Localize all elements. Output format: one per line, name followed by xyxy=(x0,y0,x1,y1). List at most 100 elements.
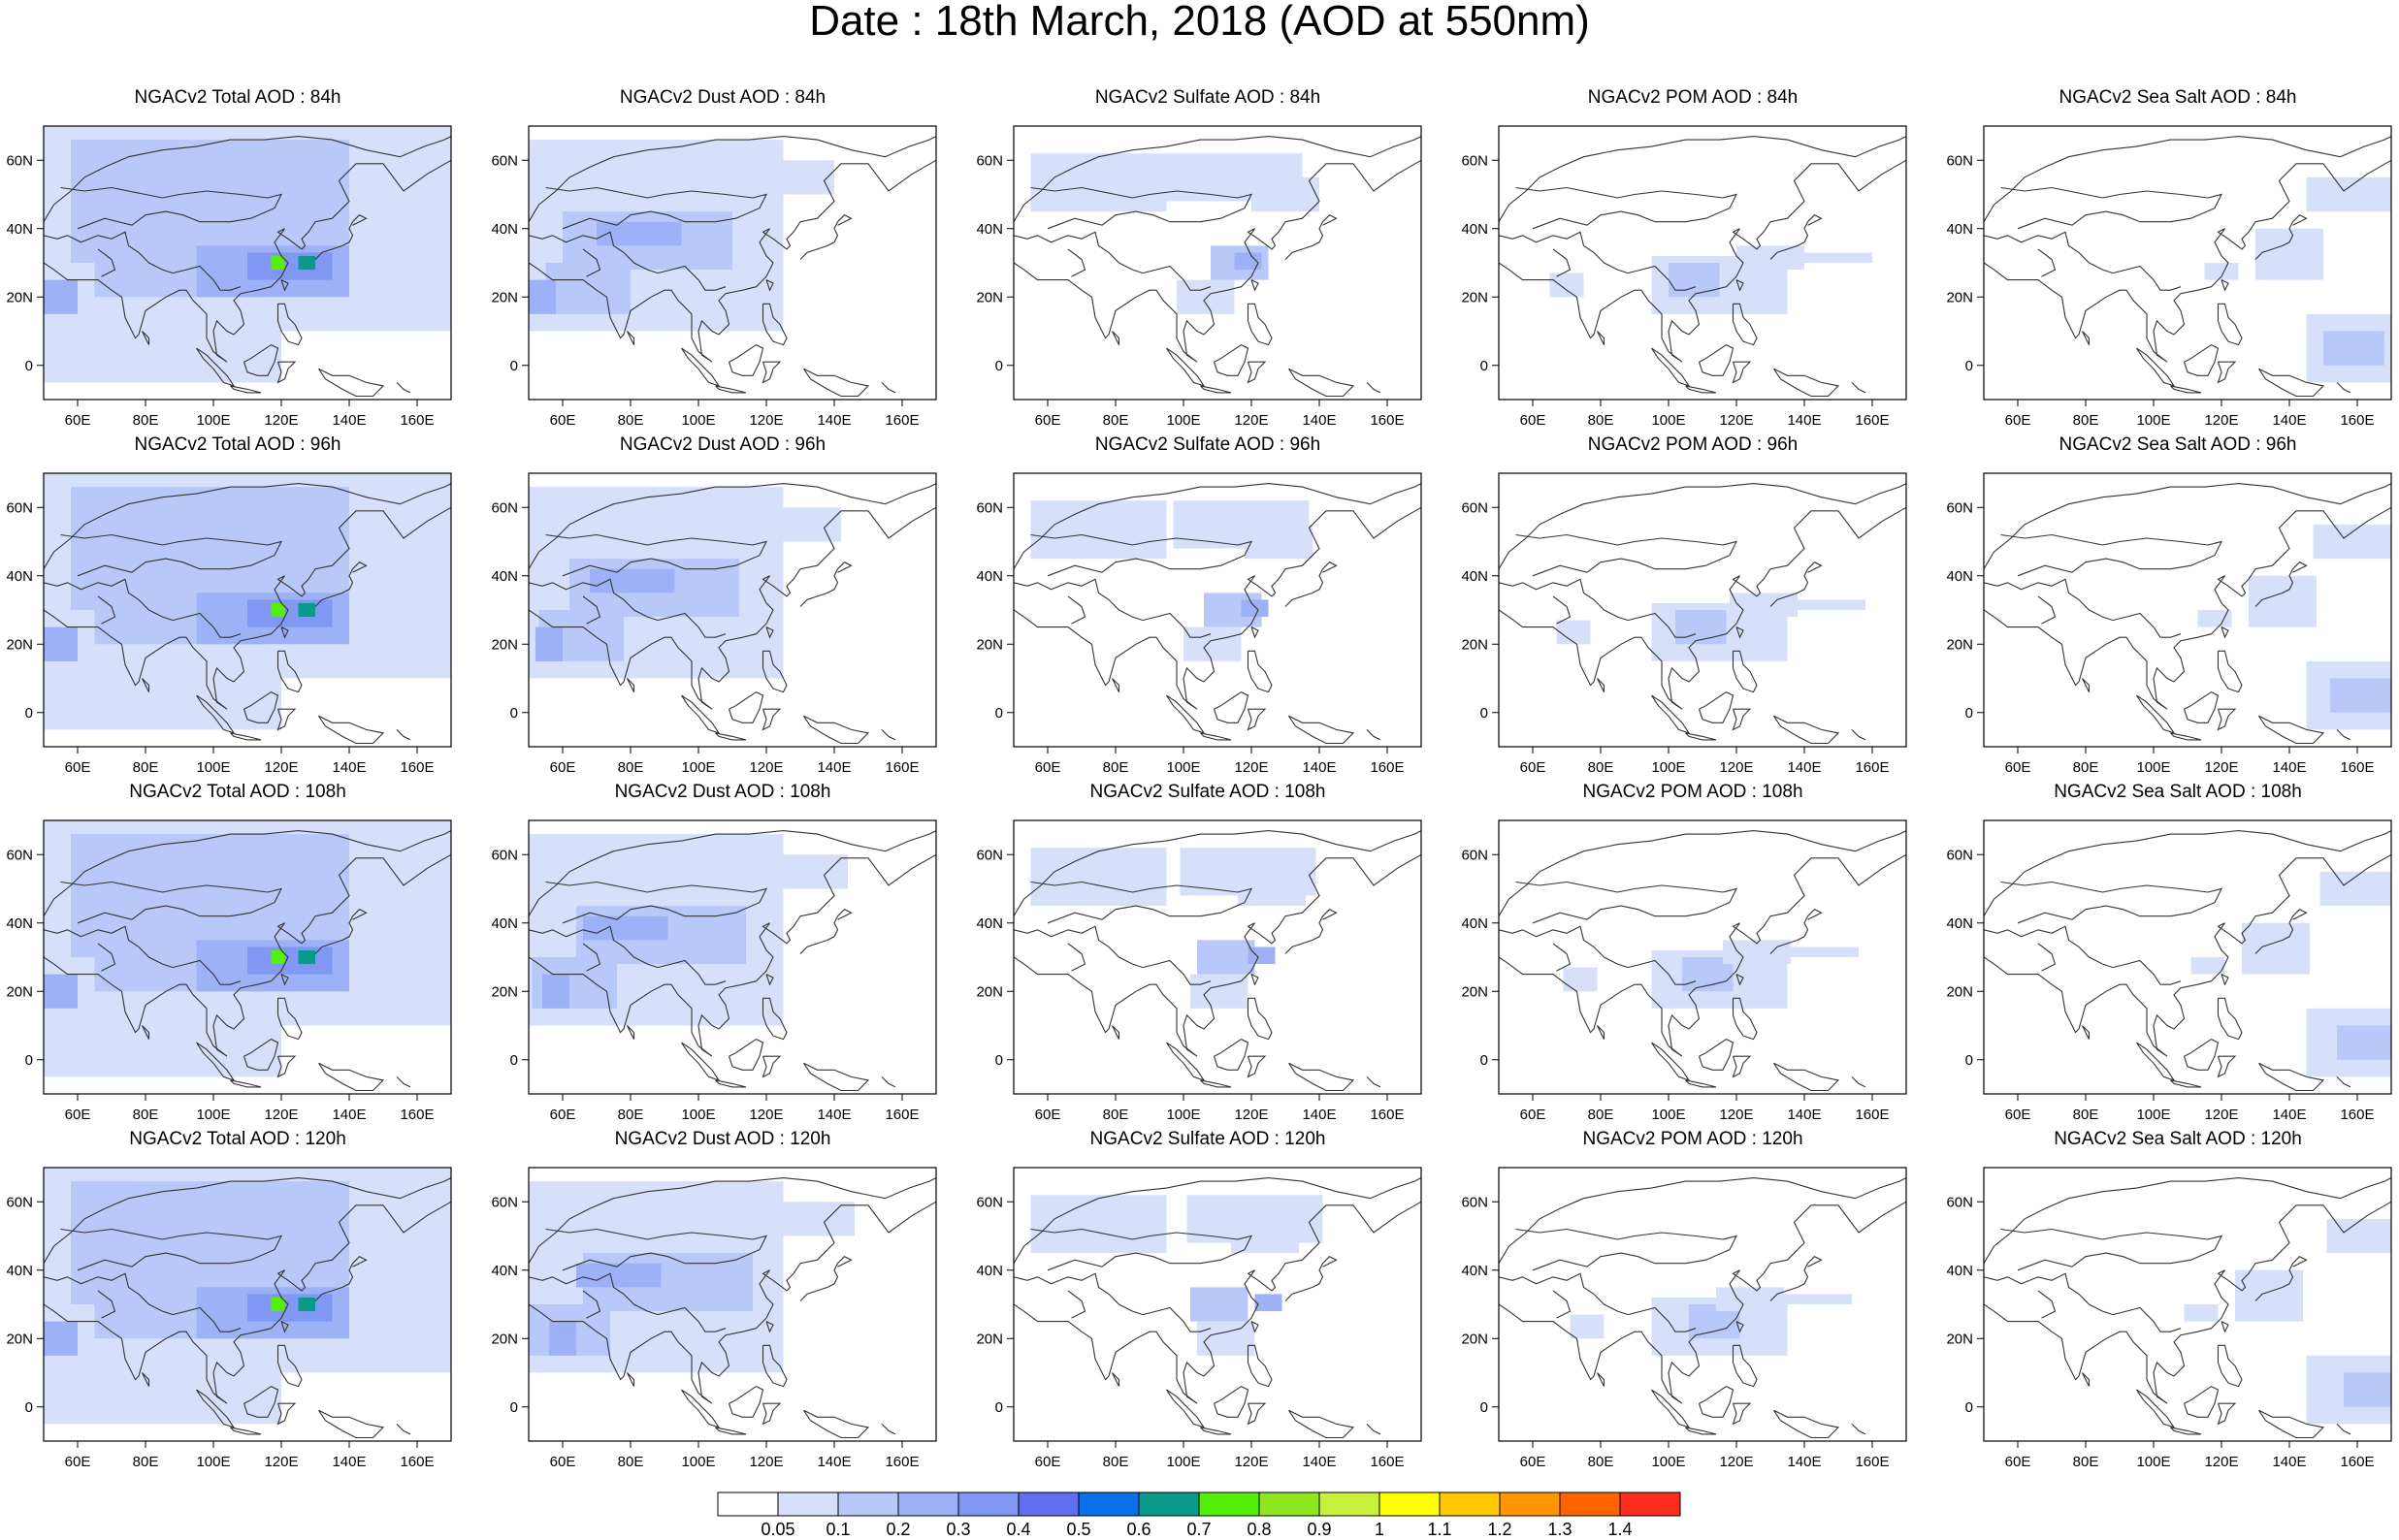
aod-cell xyxy=(1197,940,1255,975)
lat-tick-label: 0 xyxy=(995,358,1003,374)
coastline xyxy=(1014,159,1421,363)
coastline xyxy=(196,347,236,387)
lat-tick-label: 60N xyxy=(1461,847,1488,863)
lat-tick-label: 60N xyxy=(1946,152,1973,169)
coastline xyxy=(44,136,451,222)
coastline xyxy=(627,1025,635,1040)
coastline xyxy=(276,303,303,346)
coastline xyxy=(529,1201,936,1404)
aod-cell xyxy=(576,1263,662,1288)
coastline xyxy=(2258,715,2325,745)
coastline xyxy=(2254,1256,2308,1301)
coastline xyxy=(2217,650,2243,693)
coastline xyxy=(2336,1424,2351,1435)
coastline xyxy=(1014,506,1421,710)
coastline xyxy=(1685,732,1717,741)
aod-cell xyxy=(2255,228,2323,280)
lon-tick-label: 140E xyxy=(332,1107,366,1123)
lat-tick-label: 40N xyxy=(6,568,33,585)
colorbar-label: 1.2 xyxy=(1487,1520,1511,1539)
coastline xyxy=(1247,303,1273,346)
aod-field xyxy=(1014,136,1421,398)
lon-tick-label: 100E xyxy=(2136,759,2170,776)
colorbar-swatch xyxy=(1258,1492,1320,1517)
coastline xyxy=(1067,595,1086,625)
lon-tick-label: 60E xyxy=(65,412,91,429)
colorbar-label: 0.6 xyxy=(1126,1520,1151,1539)
coastline xyxy=(1851,382,1866,394)
lon-tick-label: 140E xyxy=(332,1454,366,1470)
coastline xyxy=(1732,997,1758,1041)
lon-tick-label: 80E xyxy=(2073,1107,2099,1123)
coastline xyxy=(276,708,297,731)
aod-cell xyxy=(2306,176,2391,212)
lon-tick-label: 140E xyxy=(1302,412,1336,429)
lon-tick-label: 60E xyxy=(2005,412,2031,429)
coastline xyxy=(60,186,283,230)
coastline xyxy=(1499,830,1906,916)
aod-field xyxy=(44,1168,451,1441)
aod-cell xyxy=(1190,1287,1248,1322)
lon-tick-label: 60E xyxy=(1035,1454,1061,1470)
map-panel-seasalt-96h: NGACv2 Sea Salt AOD : 96h 60E 80E 100E 120E 1… xyxy=(1940,434,2399,784)
coastline xyxy=(2000,533,2223,577)
lon-tick-label: 120E xyxy=(1234,759,1268,776)
coastline xyxy=(230,385,262,394)
coastline xyxy=(545,186,768,230)
lat-tick-label: 40N xyxy=(1461,221,1488,238)
coastline xyxy=(142,678,150,692)
coastline xyxy=(1735,626,1744,639)
colorbar-swatch xyxy=(1619,1492,1681,1517)
coastline xyxy=(276,1055,297,1078)
lon-tick-label: 100E xyxy=(1166,1107,1200,1123)
aod-map: 60E 80E 100E 120E 140E 160E 60N 40N 20N 0 xyxy=(1461,472,1907,776)
map-panel-sulfate-84h: NGACv2 Sulfate AOD : 84h 60E 80E 100E 120E 14… xyxy=(970,87,1455,436)
map-frame xyxy=(1983,819,2392,1095)
coastline xyxy=(1247,1344,1273,1388)
lon-tick-label: 60E xyxy=(1035,1107,1061,1123)
aod-cell xyxy=(1245,524,1313,560)
coastline xyxy=(1732,708,1752,731)
colorbar-label: 1.3 xyxy=(1547,1520,1572,1539)
coastline xyxy=(1014,136,1421,222)
lat-tick-label: 20N xyxy=(6,289,33,305)
aod-field xyxy=(44,820,451,1094)
coastline xyxy=(1732,1402,1752,1426)
panel-title: NGACv2 Sea Salt AOD : 120h xyxy=(2054,1129,2302,1149)
coastline xyxy=(1499,483,1906,569)
lat-tick-label: 20N xyxy=(1946,983,1973,1000)
coastline xyxy=(1250,626,1259,639)
lat-tick-label: 20N xyxy=(491,289,518,305)
coastline xyxy=(2170,1079,2202,1088)
lon-tick-label: 60E xyxy=(2005,1107,2031,1123)
map-panel-pom-84h: NGACv2 POM AOD : 84h 60E 80E 100E 120E 140E 16… xyxy=(1455,87,1940,436)
coastline xyxy=(1499,578,1697,638)
aod-cell xyxy=(2323,331,2384,366)
aod-cell xyxy=(1669,263,1720,298)
aod-cell xyxy=(2242,922,2310,975)
lon-tick-label: 60E xyxy=(550,412,576,429)
coastline xyxy=(1288,1409,1355,1439)
aod-cell xyxy=(271,949,285,965)
coastline xyxy=(2183,1038,2220,1071)
coastline xyxy=(1732,303,1758,346)
lon-tick-label: 160E xyxy=(2340,759,2374,776)
coastline xyxy=(1515,881,1738,924)
lon-tick-label: 140E xyxy=(2272,412,2306,429)
lon-tick-label: 80E xyxy=(133,759,159,776)
map-panel-sulfate-108h: NGACv2 Sulfate AOD : 108h 60E 80E 100E 120E 1… xyxy=(970,782,1455,1131)
coastline xyxy=(715,1079,747,1088)
lat-tick-label: 20N xyxy=(1946,289,1973,305)
lon-tick-label: 60E xyxy=(550,1107,576,1123)
coastline xyxy=(1030,1228,1253,1271)
coastline xyxy=(529,578,727,638)
coastline xyxy=(2254,561,2308,607)
coastline xyxy=(1014,1272,1212,1332)
aod-cell xyxy=(1549,273,1584,298)
lat-tick-label: 60N xyxy=(491,1194,518,1210)
coastline xyxy=(1769,1256,1823,1301)
coastline xyxy=(762,1055,782,1078)
aod-field xyxy=(1014,483,1421,745)
coastline xyxy=(529,925,727,985)
colorbar-swatch xyxy=(717,1492,779,1517)
